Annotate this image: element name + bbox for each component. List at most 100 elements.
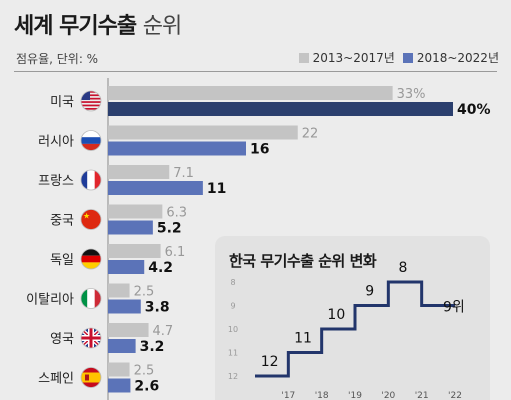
bar-period2 [108,141,246,156]
inset-y-tick: 10 [228,325,238,334]
category-label: 독일 [50,253,74,268]
es-flag-emblem [85,374,89,381]
value-label-period1: 33% [397,87,426,102]
value-label-period2: 40% [457,102,491,118]
us-flag-stripe [81,108,101,110]
flag-border [80,90,102,112]
rank-point-label: 9 [365,284,374,300]
flag-border [80,209,102,230]
flag-border [80,288,102,309]
legend-swatch-period2 [402,52,413,63]
us-flag-canton [81,91,90,100]
legend: 2013~2017년 2018~2022년 [298,49,499,66]
bar-period2 [108,102,453,116]
uk-flag-icon [81,328,101,348]
legend-label-period2: 2018~2022년 [416,51,499,65]
bar-period2 [108,339,136,353]
bar-period1 [108,86,393,100]
flag-border [80,367,102,388]
legend-swatch-period1 [298,52,309,63]
rank-point-label: 8 [399,260,408,276]
header-divider [14,71,497,72]
inset-x-tick: '17 [281,391,295,400]
flag-border [80,248,102,270]
legend-item-period2: 2018~2022년 [402,49,499,66]
us-flag-stripe [81,91,101,93]
legend-item-period1: 2013~2017년 [298,49,395,66]
de-flag-gold [81,262,101,269]
ru-flag-blue [81,137,101,144]
fr-flag-white [87,170,95,190]
cn-flag-star: ★ [83,212,90,221]
bar-period2 [108,181,203,195]
value-label-period1: 6.3 [166,206,187,221]
bar-period1 [108,204,163,219]
flag-border [80,169,102,191]
bar-period2 [108,260,145,274]
fr-flag-blue [81,170,88,190]
it-flag-green [81,288,88,309]
value-label-period2: 2.6 [134,379,159,395]
value-label-period1: 2.5 [134,364,155,379]
chart-title-sub: 순위 [142,14,182,39]
us-flag-stripe [81,97,101,100]
cn-flag-field [81,209,101,230]
rank-step-line [255,280,455,378]
value-label-period1: 7.1 [173,166,194,181]
category-label: 중국 [50,214,74,229]
korea-rank-inset: 한국 무기수출 순위 변화 8 9 10 11 12 12 '17 11 '18 10 '19 9 '2… [215,236,490,400]
us-flag-stripe [81,101,101,103]
value-label-period2: 11 [207,181,226,197]
it-flag-red [94,288,101,309]
ru-flag-red [81,143,101,151]
us-flag-icon [81,91,101,110]
fr-flag-red [94,170,101,190]
rank-point-label: 10 [327,307,345,323]
flag-border [80,130,102,151]
inset-x-tick: '18 [315,391,329,400]
chart-title: 세계 무기수출 순위 [14,8,182,42]
value-label-period2: 3.2 [140,339,165,355]
bar-period1 [108,362,130,377]
germany-flag-icon [81,249,101,269]
rank-point-label: 11 [294,331,312,347]
category-label: 스페인 [38,372,74,387]
korea-rank-step-chart: 8 9 10 11 12 12 '17 11 '18 10 '19 9 '20 8 '21 9위 '22 [228,260,465,400]
value-label-period2: 5.2 [157,221,182,237]
value-label-period2: 4.2 [148,260,173,276]
france-flag-icon [81,170,101,190]
spain-flag-icon [81,367,101,388]
category-label: 영국 [50,332,74,347]
bar-period1 [108,125,298,140]
value-label-period2: 3.8 [145,300,170,316]
italy-flag-icon [81,288,101,309]
ru-flag-white [81,130,101,138]
es-flag-yellow [81,372,101,383]
value-label-period1: 6.1 [165,245,186,260]
inset-x-tick: '20 [381,391,395,400]
inset-x-tick: '19 [348,391,362,400]
category-label: 이탈리아 [26,293,74,308]
inset-y-tick: 8 [230,278,235,287]
inset-y-tick: 11 [228,349,238,358]
category-label: 프랑스 [38,174,74,189]
value-label-period1: 2.5 [134,285,155,300]
category-label: 러시아 [38,135,74,150]
de-flag-black [81,249,101,256]
bar-period1 [108,283,130,298]
inset-y-tick: 9 [230,302,235,311]
de-flag-red [81,255,101,263]
china-flag-icon: ★ [81,209,101,230]
rank-point-label: 12 [261,354,279,370]
russia-flag-icon [81,130,101,151]
bar-period2 [108,378,131,393]
chart-title-main: 세계 무기수출 [14,14,137,39]
rank-point-label: 9위 [443,300,465,316]
category-label: 미국 [50,95,74,110]
bar-period2 [108,299,141,314]
inset-x-tick: '22 [448,391,462,400]
us-flag-stripe [81,94,101,97]
inset-y-tick: 12 [228,372,238,381]
bar-period2 [108,220,153,235]
